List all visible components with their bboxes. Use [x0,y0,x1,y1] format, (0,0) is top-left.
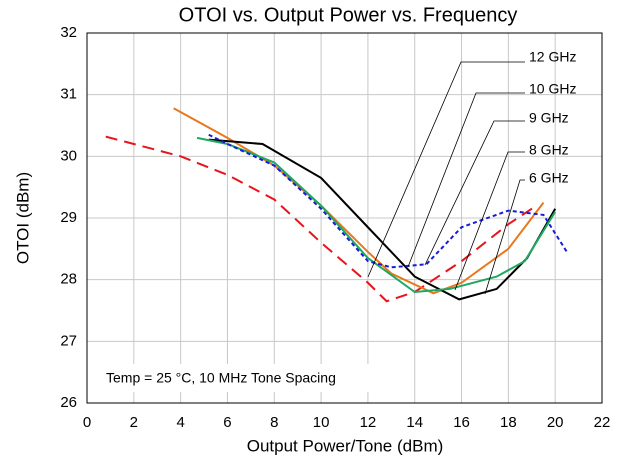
y-tick-label: 26 [60,394,77,411]
series-line [208,133,568,269]
x-tick-label: 4 [176,414,184,431]
x-tick-label: 2 [130,414,138,431]
x-tick-label: 14 [406,414,423,431]
annotation-box [98,364,383,392]
leader-line [424,120,525,266]
plot-frame [86,32,603,404]
x-tick-label: 10 [313,414,330,431]
annotation: Temp = 25 °C, 10 MHz Tone Spacing [106,370,336,386]
x-tick-label: 6 [223,414,231,431]
legend: 12 GHz 10 GHz 9 GHz 8 GHz 6 GHz [529,49,576,186]
x-tick-label: 18 [500,414,517,431]
series-line [105,135,538,303]
y-tick-label: 30 [60,147,77,164]
y-tick-label: 27 [60,332,77,349]
series-line [173,107,545,295]
y-tick-label: 29 [60,209,77,226]
legend-label: 9 GHz [529,110,569,126]
x-tick-label: 22 [594,414,611,431]
y-tick-label: 31 [60,86,77,103]
x-tick-label: 12 [360,414,377,431]
legend-label: 8 GHz [529,142,569,158]
legend-label: 6 GHz [529,170,569,186]
leader-lines [367,61,525,295]
series-line [208,138,557,301]
y-axis-label: OTOI (dBm) [13,172,32,264]
leader-line [454,151,525,291]
x-tick-label: 0 [83,414,91,431]
y-tick-label: 32 [60,24,77,41]
legend-label: 12 GHz [529,49,576,65]
x-tick-label: 20 [547,414,564,431]
x-tick-label: 8 [270,414,278,431]
leader-line [367,61,525,278]
y-tick-label: 28 [60,271,77,288]
leader-line [484,179,525,295]
chart-title: OTOI vs. Output Power vs. Frequency [179,4,518,26]
plot [105,107,568,303]
x-tick-label: 16 [453,414,470,431]
leader-line [407,92,525,268]
series-line [196,136,557,294]
x-axis-label: Output Power/Tone (dBm) [247,436,444,455]
legend-label: 10 GHz [529,81,576,97]
